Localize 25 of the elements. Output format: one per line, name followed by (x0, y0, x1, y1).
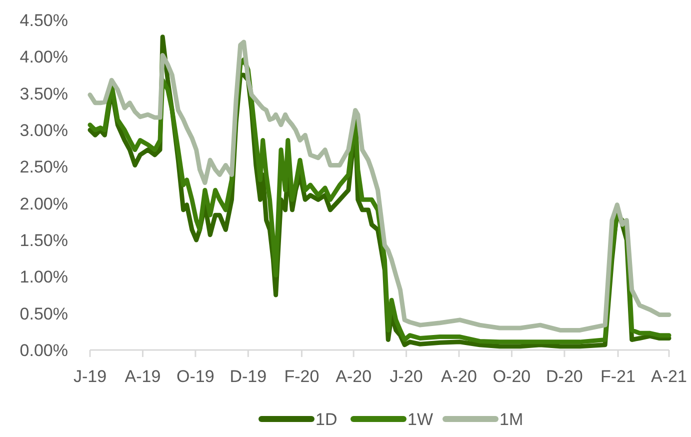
legend-label: 1D (316, 410, 338, 429)
y-tick-label: 0.50% (20, 304, 68, 324)
y-tick-label: 0.00% (20, 340, 68, 360)
x-tick-label: D-19 (230, 367, 267, 386)
y-tick-label: 3.50% (20, 84, 68, 104)
x-tick-label: F-20 (284, 367, 320, 386)
y-tick-label: 2.50% (20, 158, 68, 177)
y-tick-label: 1.00% (20, 268, 68, 287)
x-tick-label: A-19 (124, 367, 161, 386)
x-tick-label: F-21 (600, 367, 636, 386)
x-tick-label: A-20 (336, 367, 372, 386)
y-tick-label: 1.50% (20, 230, 68, 250)
x-tick-label: A-21 (651, 367, 687, 386)
x-tick-label: A-20 (441, 367, 477, 386)
y-tick-label: 2.00% (20, 194, 68, 214)
x-tick-label: D-20 (546, 367, 583, 386)
legend-label: 1M (500, 410, 524, 429)
x-tick-label: O-20 (492, 367, 531, 386)
y-tick-label: 4.00% (20, 48, 68, 67)
x-tick-label: J-19 (73, 367, 107, 386)
y-tick-label: 3.00% (20, 120, 68, 140)
x-tick-label: O-19 (176, 367, 214, 386)
y-tick-label: 4.50% (20, 10, 68, 30)
x-tick-label: J-20 (390, 367, 423, 386)
legend-label: 1W (408, 410, 433, 429)
